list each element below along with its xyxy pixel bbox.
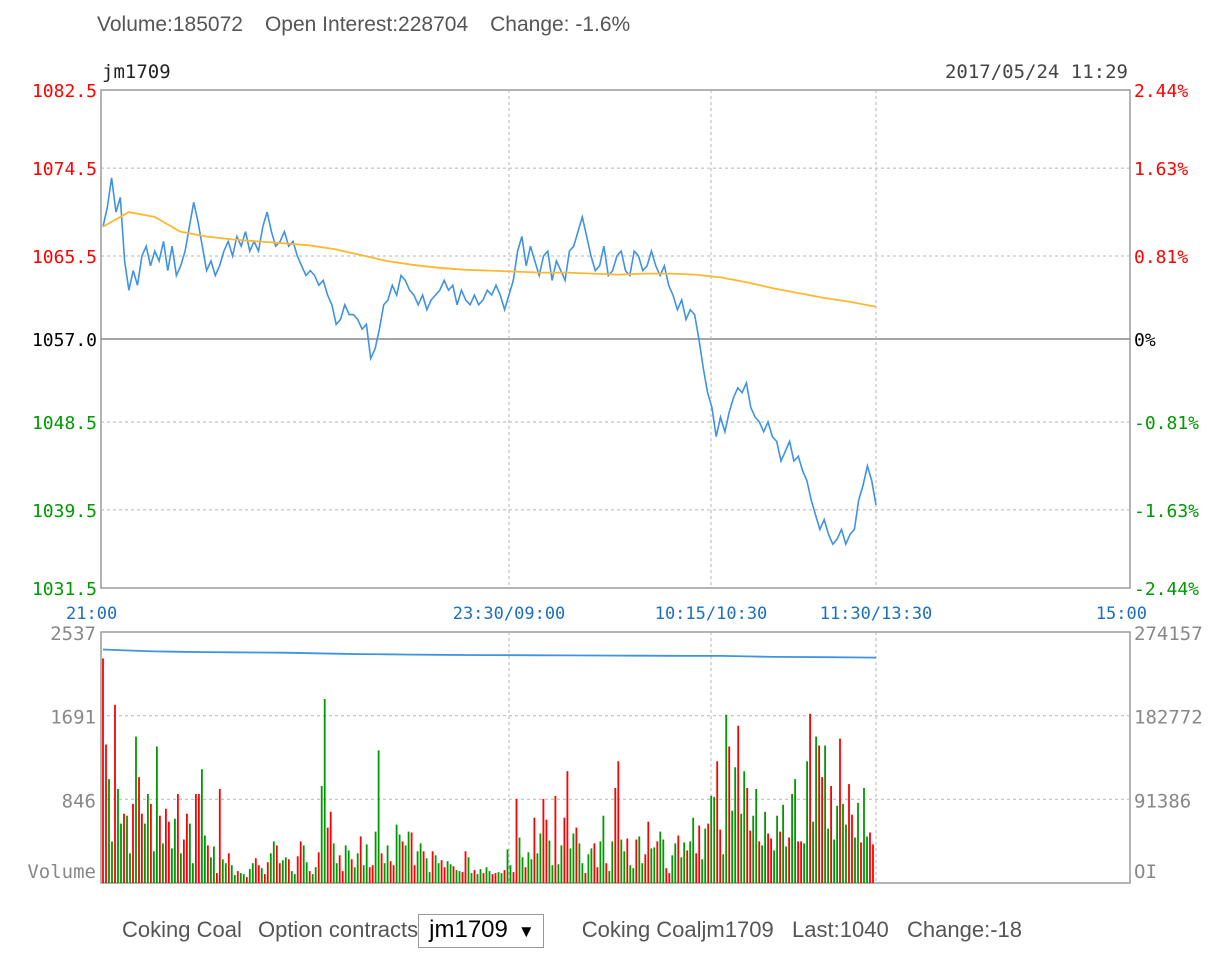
percent-tick-label: -2.44% [1134,579,1199,600]
average-price-line [102,211,877,308]
percent-tick-label: -0.81% [1134,413,1199,434]
commodity-label: Coking Coal [122,916,242,942]
contract-title: jm1709 [102,61,171,83]
oi-axis-label: OI [1134,861,1157,883]
percent-tick-label: -1.63% [1134,501,1199,522]
summary-name: Coking Coaljm1709 [581,916,774,942]
contract-select-value: jm1709 [429,916,508,943]
price-tick-label: 1048.5 [32,413,97,434]
open-interest-line [102,648,877,659]
percent-tick-label: 1.63% [1134,159,1188,180]
volume-tick-label: 846 [62,790,96,812]
contract-select[interactable]: jm1709 ▼ [418,914,544,948]
price-tick-label: 1074.5 [32,159,97,180]
summary-change: Change:-18 [907,916,1023,942]
header-stats: Volume:185072 Open Interest:228704 Change:… [97,13,652,37]
summary-last: Last:1040 [792,916,889,942]
volume-axis-label: Volume [27,861,96,883]
time-tick-label: 21:00 [66,604,117,624]
intraday-chart: 1082.5 2.44% 1074.5 1.63% 1065.5 0.81% 1057.0 0… [27,61,1203,884]
price-tick-label: 1082.5 [32,81,97,102]
percent-tick-label: 0.81% [1134,247,1188,268]
open-interest-stat: Open Interest:228704 [264,13,469,36]
chart-timestamp: 2017/05/24 11:29 [945,61,1128,83]
time-tick-label: 23:30/09:00 [453,604,566,624]
oi-tick-label: 91386 [1134,790,1191,812]
footer-bar: Coking Coal Option contracts jm1709 ▼ Cokin… [122,914,1022,948]
oi-tick-label: 182772 [1134,707,1203,729]
price-tick-label: 1031.5 [32,579,97,600]
percent-tick-label: 0% [1134,330,1156,351]
time-tick-label: 10:15/10:30 [655,604,768,624]
price-line [102,177,877,547]
price-tick-label: 1057.0 [32,330,97,351]
triangle-down-icon: ▼ [517,922,535,941]
price-tick-label: 1039.5 [32,501,97,522]
volume-stat: Volume:185072 [97,13,243,36]
options-label: Option contracts [257,916,419,942]
time-tick-label: 15:00 [1096,604,1147,624]
price-tick-label: 1065.5 [32,247,97,268]
price-panel: 1082.5 2.44% 1074.5 1.63% 1065.5 0.81% 1057.0 0… [32,61,1199,624]
percent-tick-label: 2.44% [1134,81,1188,102]
oi-tick-label: 274157 [1134,623,1203,645]
time-tick-label: 11:30/13:30 [820,604,933,624]
change-stat: Change: -1.6% [490,13,631,36]
volume-tick-label: 2537 [50,623,96,645]
volume-panel: 2537 274157 1691 182772 846 91386 Volume OI [27,623,1203,884]
volume-tick-label: 1691 [50,707,96,729]
